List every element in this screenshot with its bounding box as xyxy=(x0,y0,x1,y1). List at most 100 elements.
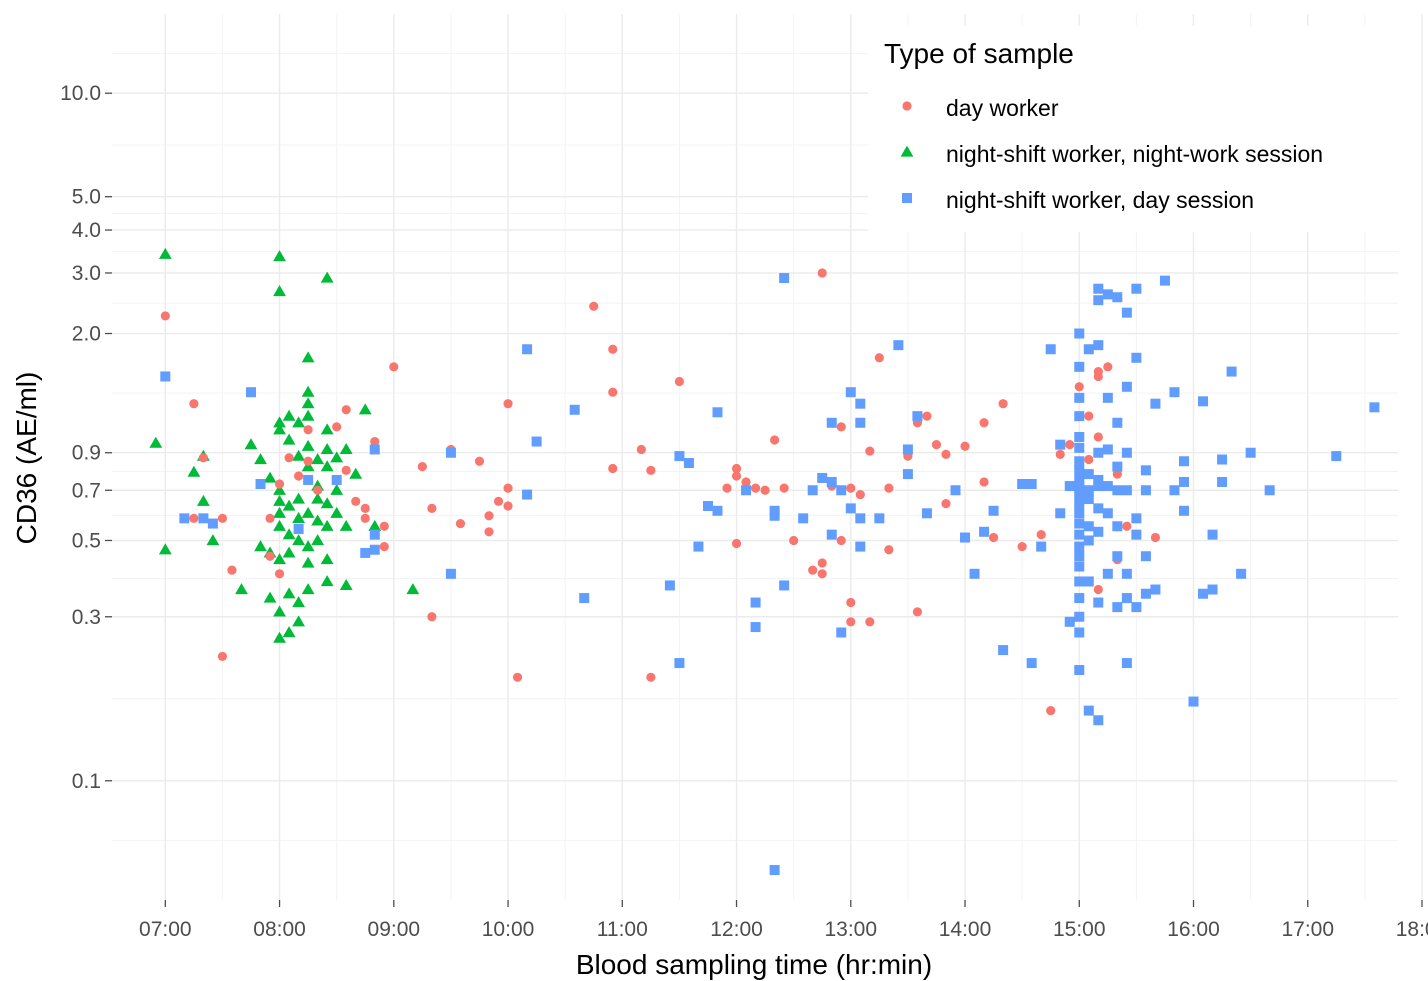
day-session-point xyxy=(1083,469,1094,480)
day-worker-point xyxy=(589,301,599,311)
day-session-point xyxy=(1207,529,1218,540)
day-session-point xyxy=(912,411,923,422)
night-work-session-point xyxy=(273,250,286,262)
day-worker-point xyxy=(427,503,437,513)
day-session-point xyxy=(836,485,847,496)
day-session-point xyxy=(445,447,456,458)
day-worker-point xyxy=(379,521,389,531)
day-worker-point xyxy=(160,311,170,321)
day-session-point xyxy=(1140,485,1151,496)
night-work-session-point xyxy=(282,433,296,445)
y-tick-label: 0.7 xyxy=(72,479,101,502)
day-session-point xyxy=(1121,658,1132,669)
day-session-point xyxy=(769,510,780,521)
day-session-point xyxy=(1369,402,1380,413)
day-session-point xyxy=(1093,447,1104,458)
night-work-session-point xyxy=(301,506,315,518)
x-tick-label: 16:00 xyxy=(1167,918,1220,941)
day-worker-point xyxy=(379,541,389,552)
night-work-session-point xyxy=(263,471,277,483)
day-session-point xyxy=(1121,307,1132,318)
night-work-session-point xyxy=(330,483,344,495)
night-work-session-point xyxy=(339,443,353,455)
day-session-point xyxy=(1131,513,1142,524)
day-session-point xyxy=(1140,465,1151,476)
night-work-session-point xyxy=(320,553,334,565)
legend-label-night-work-session: night-shift worker, night-work session xyxy=(946,141,1323,167)
day-session-point xyxy=(445,568,456,579)
day-session-point xyxy=(1150,398,1161,409)
day-worker-point xyxy=(789,535,799,546)
night-work-session-point xyxy=(282,546,296,558)
night-work-session-point xyxy=(368,519,382,531)
day-worker-point xyxy=(846,617,856,627)
night-work-session-point xyxy=(311,492,325,504)
day-session-point xyxy=(1083,576,1094,587)
day-session-point xyxy=(874,513,885,524)
day-worker-point xyxy=(1093,366,1103,377)
day-session-point xyxy=(1093,503,1104,514)
day-session-point xyxy=(855,417,866,428)
day-session-point xyxy=(845,387,856,398)
day-session-point xyxy=(1093,526,1104,537)
y-axis: 0.1 0.3 0.5 0.7 0.9 2.0 3.0 4.0 5.0 10.0 xyxy=(60,82,112,793)
night-work-session-point xyxy=(282,409,296,421)
day-worker-point xyxy=(189,399,199,409)
day-session-point xyxy=(1055,508,1066,519)
day-session-point xyxy=(522,489,533,500)
day-session-point xyxy=(712,407,723,418)
night-work-session-point xyxy=(311,453,325,465)
day-session-point xyxy=(531,436,542,447)
day-worker-point xyxy=(646,465,656,475)
day-session-point xyxy=(741,485,752,496)
day-session-point xyxy=(1150,584,1161,595)
day-worker-point xyxy=(741,477,751,487)
day-session-point xyxy=(1074,627,1085,638)
day-session-point xyxy=(1226,366,1237,377)
day-worker-point xyxy=(265,513,275,523)
day-session-point xyxy=(1074,442,1085,453)
day-worker-point xyxy=(265,551,275,561)
night-work-session-point xyxy=(320,575,334,587)
day-session-point xyxy=(1112,485,1123,496)
night-work-session-point xyxy=(282,499,296,511)
day-session-point xyxy=(1112,417,1123,428)
day-session-point xyxy=(1093,295,1104,306)
day-session-point xyxy=(969,568,980,579)
day-worker-point xyxy=(284,453,294,463)
day-session-point xyxy=(1064,616,1075,627)
day-worker-point xyxy=(1065,440,1075,450)
day-session-point xyxy=(1074,481,1085,492)
x-tick-label: 07:00 xyxy=(139,918,192,941)
night-work-session-point xyxy=(273,631,286,643)
day-worker-point xyxy=(332,422,342,432)
day-session-point xyxy=(893,340,904,351)
day-session-point xyxy=(855,541,866,552)
day-worker-point xyxy=(1084,411,1094,421)
night-work-session-point xyxy=(235,583,248,595)
night-work-session-point xyxy=(254,540,267,552)
night-work-session-point xyxy=(273,423,286,435)
day-worker-point xyxy=(1093,432,1103,442)
night-work-session-point xyxy=(273,506,286,518)
day-worker-point xyxy=(770,435,780,445)
legend-key-night-work-session xyxy=(900,145,914,157)
day-session-point xyxy=(1026,658,1037,669)
day-session-point xyxy=(1178,505,1189,516)
day-session-point xyxy=(1093,715,1104,726)
day-session-point xyxy=(1074,561,1085,572)
day-session-point xyxy=(1074,541,1085,552)
day-session-point xyxy=(1083,521,1094,532)
day-worker-point xyxy=(313,485,323,495)
day-session-point xyxy=(1121,381,1132,392)
day-session-point xyxy=(1188,696,1199,707)
day-worker-point xyxy=(855,489,865,500)
x-tick-label: 08:00 xyxy=(253,918,306,941)
day-session-point xyxy=(1026,478,1037,489)
day-worker-point xyxy=(217,513,228,523)
night-work-session-point xyxy=(320,443,334,455)
legend-background xyxy=(868,26,1406,232)
day-session-point xyxy=(207,518,218,529)
day-session-point xyxy=(1264,485,1275,496)
day-worker-point xyxy=(274,479,285,489)
